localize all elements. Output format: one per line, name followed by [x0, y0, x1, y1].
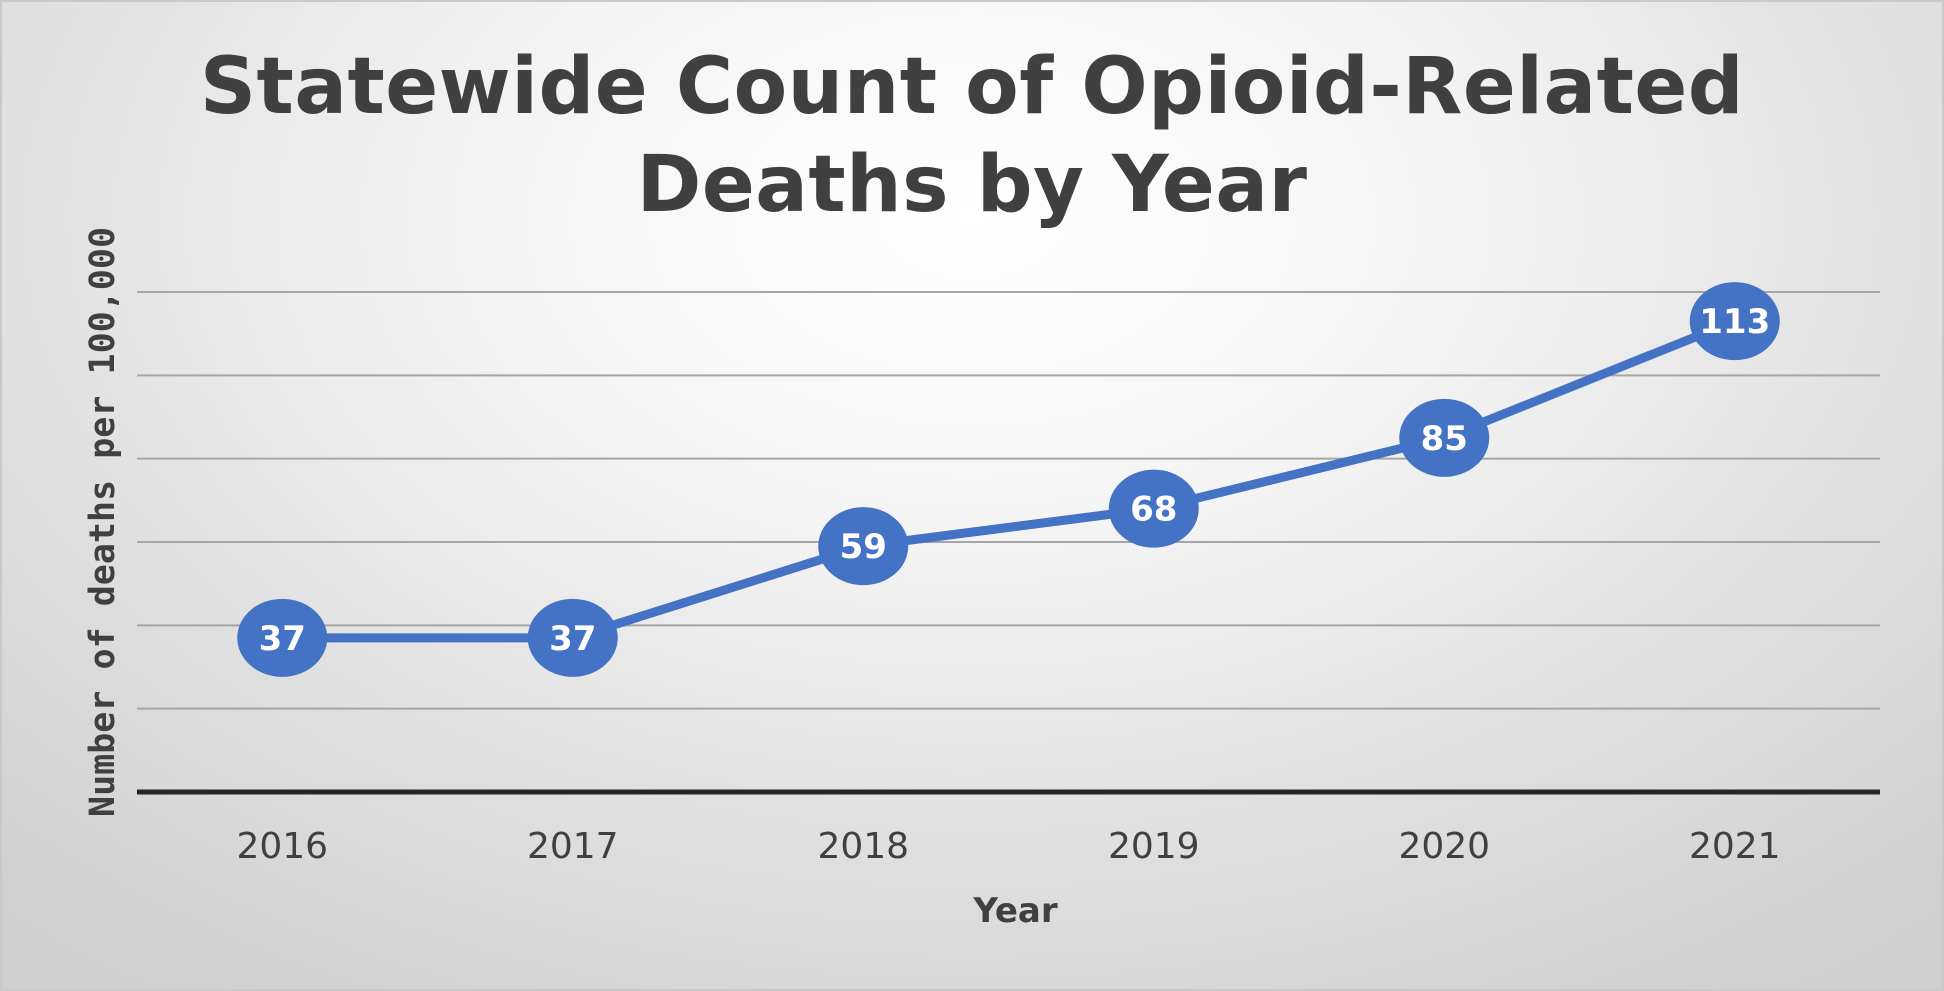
x-tick-label-2017: 2017	[527, 826, 619, 867]
data-label-2021: 113	[1699, 302, 1770, 342]
data-point-2018	[818, 507, 909, 586]
data-point-2017	[527, 598, 618, 677]
x-tick-label-2019: 2019	[1108, 826, 1200, 867]
data-label-2018: 59	[840, 527, 887, 567]
data-label-2017: 37	[549, 619, 596, 659]
data-markers: 37 37 59 68 85 113	[237, 282, 1780, 677]
y-axis-title: Number of deaths per 100,000	[83, 227, 123, 817]
gridlines	[137, 291, 1880, 710]
data-point-2020	[1399, 398, 1490, 477]
chart-title-line-1: Statewide Count of Opioid-Related	[199, 42, 1745, 132]
data-point-2019	[1108, 469, 1199, 548]
chart-title: Statewide Count of Opioid-Related Deaths…	[2, 38, 1942, 234]
x-axis-title: Year	[972, 891, 1058, 931]
chart-title-line-2: Deaths by Year	[636, 140, 1308, 230]
data-point-2016	[237, 598, 328, 677]
x-tick-label-2021: 2021	[1689, 826, 1781, 867]
data-label-2020: 85	[1421, 419, 1468, 459]
data-point-2021	[1689, 282, 1780, 361]
x-tick-label-2020: 2020	[1398, 826, 1490, 867]
x-tick-label-2016: 2016	[236, 826, 328, 867]
data-label-2019: 68	[1130, 490, 1177, 530]
x-tick-labels: 2016 2017 2018 2019 2020 2021	[236, 826, 1780, 867]
x-tick-label-2018: 2018	[817, 826, 909, 867]
series-line	[282, 316, 1737, 643]
data-label-2016: 37	[259, 619, 306, 659]
